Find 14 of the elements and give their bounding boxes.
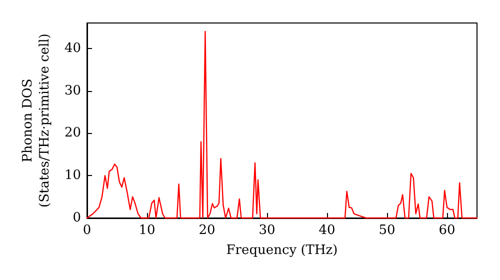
y-tick-label: 0 — [72, 210, 81, 226]
y-tick-label: 40 — [64, 40, 81, 56]
x-tick-label: 40 — [318, 223, 336, 238]
y-axis-title: Phonon DOS (States/THz·primitive cell) — [20, 33, 53, 208]
y-tick-label: 30 — [64, 83, 81, 98]
x-tick-label: 10 — [138, 223, 156, 238]
x-tick-label: 50 — [378, 223, 396, 238]
y-tick-label: 10 — [64, 168, 81, 184]
x-axis-title: Frequency (THz) — [226, 243, 338, 258]
x-tick-label: 30 — [258, 223, 276, 238]
x-tick-label: 0 — [82, 223, 92, 238]
x-tick-label: 60 — [438, 223, 456, 238]
y-tick-label: 20 — [64, 126, 81, 141]
x-tick-label: 20 — [198, 223, 216, 238]
